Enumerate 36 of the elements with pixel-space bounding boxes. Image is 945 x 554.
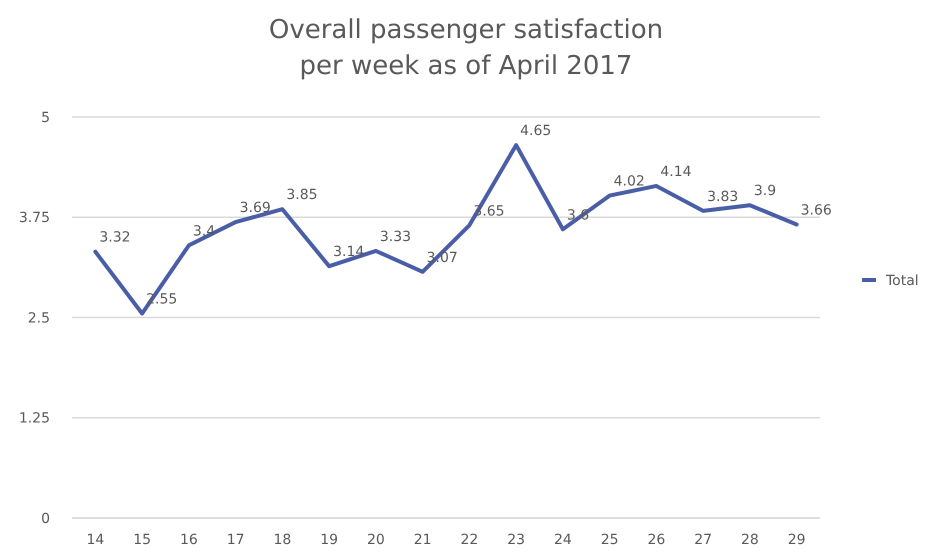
x-tick-label: 21 (414, 532, 432, 548)
x-tick-label: 23 (507, 532, 526, 548)
x-tick-label: 26 (647, 532, 666, 548)
data-label: 3.69 (240, 200, 271, 216)
x-tick-label: 29 (788, 532, 806, 548)
y-tick-label: 2.5 (28, 310, 50, 326)
x-tick-label: 16 (180, 532, 198, 548)
data-label: 3.14 (333, 244, 364, 260)
x-tick-label: 20 (366, 532, 385, 548)
data-label: 3.66 (800, 202, 832, 218)
x-tick-label: 15 (133, 532, 152, 548)
x-tick-label: 19 (320, 532, 338, 548)
data-label: 4.65 (520, 123, 552, 140)
data-label: 3.4 (192, 223, 216, 240)
x-tick-label: 28 (740, 532, 759, 548)
x-tick-label: 17 (226, 532, 245, 548)
y-tick-label: 0 (41, 510, 50, 527)
data-label: 3.83 (707, 188, 738, 205)
y-tick-label: 5 (41, 110, 50, 126)
data-label: 3.85 (286, 187, 318, 204)
data-label: 4.14 (660, 164, 692, 180)
data-label: 3.33 (380, 228, 412, 245)
x-tick-label: 22 (460, 532, 478, 548)
x-tick-label: 18 (273, 532, 292, 548)
line-series (93, 143, 799, 316)
data-label: 3.32 (99, 230, 131, 246)
data-label: 4.02 (614, 174, 645, 190)
x-tick-label: 14 (86, 532, 104, 548)
y-tick-label: 3.75 (18, 210, 50, 226)
x-tick-label: 24 (554, 532, 572, 548)
y-tick-label: 1.25 (18, 410, 50, 427)
chart-title: Overall passenger satisfaction per week as of April 2017 (268, 15, 664, 81)
legend-label: Total (885, 272, 919, 289)
x-tick-label: 25 (600, 532, 619, 548)
data-label: 3.9 (754, 183, 776, 200)
x-tick-label: 27 (694, 532, 712, 548)
